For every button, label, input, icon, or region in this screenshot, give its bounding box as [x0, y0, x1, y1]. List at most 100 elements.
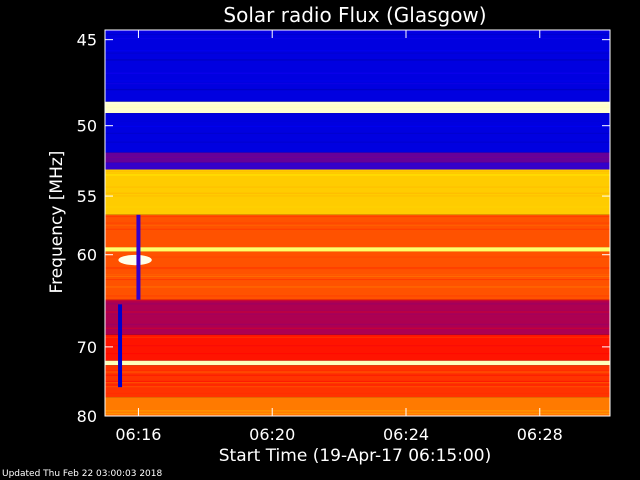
texture-line — [105, 413, 610, 415]
texture-line — [105, 278, 610, 280]
texture-line — [105, 380, 610, 382]
texture-line — [105, 34, 610, 36]
texture-line — [105, 392, 610, 394]
texture-line — [105, 313, 610, 315]
texture-line — [105, 325, 610, 327]
intensity-band — [105, 334, 610, 361]
texture-line — [105, 246, 610, 248]
texture-line — [105, 293, 610, 295]
texture-line — [105, 379, 610, 381]
texture-line — [105, 382, 610, 384]
texture-line — [105, 224, 610, 226]
texture-line — [105, 170, 610, 172]
texture-line — [105, 316, 610, 318]
texture-line — [105, 228, 610, 230]
texture-line — [105, 268, 610, 270]
texture-line — [105, 384, 610, 386]
intensity-band — [105, 360, 610, 366]
texture-line — [105, 386, 610, 388]
texture-line — [105, 299, 610, 301]
interference-line — [136, 214, 141, 300]
intensity-band — [105, 169, 610, 215]
y-tick-label: 45 — [77, 31, 97, 50]
texture-line — [105, 275, 610, 277]
texture-line — [105, 374, 610, 376]
texture-line — [105, 248, 610, 250]
radio-burst — [118, 254, 152, 266]
texture-line — [105, 267, 610, 269]
texture-line — [105, 102, 610, 104]
texture-line — [105, 174, 610, 176]
texture-line — [105, 300, 610, 302]
texture-line — [105, 410, 610, 412]
plot-area — [105, 30, 610, 416]
x-axis: 06:16 06:20 06:24 06:28 — [115, 30, 563, 444]
texture-line — [105, 414, 610, 416]
texture-line — [105, 274, 610, 276]
texture-line — [105, 222, 610, 224]
texture-line — [105, 311, 610, 313]
texture-line — [105, 165, 610, 167]
texture-line — [105, 110, 610, 112]
texture-line — [105, 30, 610, 32]
texture-line — [105, 157, 610, 159]
x-tick-label: 06:28 — [517, 425, 563, 444]
y-axis: 45 50 55 60 70 80 — [77, 31, 610, 426]
texture-line — [105, 75, 610, 77]
texture-line — [105, 303, 610, 305]
texture-line — [105, 372, 610, 374]
texture-line — [105, 120, 610, 122]
texture-line — [105, 50, 610, 52]
texture-line — [105, 256, 610, 258]
interference-line — [118, 304, 123, 388]
texture-line — [105, 391, 610, 393]
texture-line — [105, 363, 610, 365]
x-axis-label: Start Time (19-Apr-17 06:15:00) — [219, 446, 491, 466]
texture-line — [105, 89, 610, 91]
texture-line — [105, 353, 610, 355]
texture-line — [105, 345, 610, 347]
texture-line — [105, 106, 610, 108]
texture-line — [105, 370, 610, 372]
texture-line — [105, 80, 610, 82]
spectral-texture — [105, 30, 610, 416]
texture-line — [105, 72, 610, 74]
texture-line — [105, 216, 610, 218]
intensity-band — [105, 247, 610, 252]
texture-line — [105, 59, 610, 61]
texture-line — [105, 125, 610, 127]
texture-line — [105, 38, 610, 40]
x-tick-label: 06:24 — [383, 425, 429, 444]
y-tick-label: 60 — [77, 246, 97, 265]
texture-line — [105, 173, 610, 175]
texture-line — [105, 132, 610, 134]
chart-title: Solar radio Flux (Glasgow) — [223, 3, 486, 27]
texture-line — [105, 77, 610, 79]
intensity-band — [105, 397, 610, 416]
texture-line — [105, 195, 610, 197]
texture-line — [105, 309, 610, 311]
y-tick-label: 70 — [77, 338, 97, 357]
texture-line — [105, 52, 610, 54]
texture-line — [105, 158, 610, 160]
y-tick-label: 80 — [77, 407, 97, 426]
texture-line — [105, 286, 610, 288]
texture-line — [105, 186, 610, 188]
texture-line — [105, 295, 610, 297]
texture-line — [105, 323, 610, 325]
intensity-band — [105, 299, 610, 335]
texture-line — [105, 371, 610, 373]
intensity-band — [105, 214, 610, 248]
y-tick-label: 55 — [77, 187, 97, 206]
texture-line — [105, 141, 610, 143]
texture-line — [105, 274, 610, 276]
y-axis-label: Frequency [MHz] — [47, 151, 67, 294]
texture-line — [105, 327, 610, 329]
update-timestamp: Updated Thu Feb 22 03:00:03 2018 — [2, 469, 163, 479]
x-tick-label: 06:20 — [249, 425, 295, 444]
texture-line — [105, 206, 610, 208]
texture-line — [105, 31, 610, 33]
texture-line — [105, 279, 610, 281]
y-tick-label: 50 — [77, 117, 97, 136]
